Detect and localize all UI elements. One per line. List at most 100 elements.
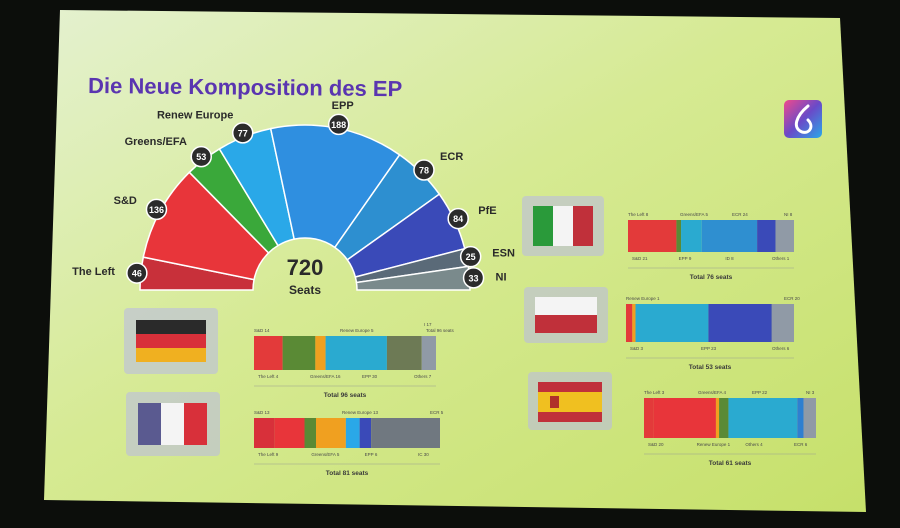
spain-segment-6 bbox=[803, 398, 816, 438]
germany-segment-2 bbox=[315, 336, 326, 370]
france-bottom-label: EPP 6 bbox=[365, 452, 378, 457]
france-segment-2 bbox=[304, 418, 316, 448]
seat-badge-the-left bbox=[126, 262, 148, 284]
italy-flag-icon bbox=[522, 196, 604, 256]
italy-total-label: Total 76 seats bbox=[690, 274, 733, 281]
france-segment-3 bbox=[316, 418, 346, 448]
seat-badge-pfe bbox=[447, 207, 469, 230]
poland-flag-icon bbox=[524, 287, 608, 343]
germany-bottom-label: EPP 30 bbox=[362, 374, 378, 379]
poland-segment-2 bbox=[635, 304, 709, 342]
france-segment-0 bbox=[254, 418, 275, 448]
germany-segment-5 bbox=[421, 336, 436, 370]
seat-badge-greens-efa bbox=[190, 145, 212, 168]
spain-top-label: The Left 3 bbox=[644, 390, 665, 395]
spain-seat-chart: The Left 3 Greens/EFA 4 EPP 22 NI 3 S&D 20 Re… bbox=[644, 390, 816, 467]
germany-segment-0 bbox=[254, 336, 283, 370]
party-label-s-d: S&D bbox=[114, 195, 137, 207]
france-segment-1 bbox=[274, 418, 305, 448]
party-label-greens-efa: Greens/EFA bbox=[125, 136, 187, 148]
france-bottom-label: The Left 9 bbox=[258, 452, 279, 457]
spain-total-label: Total 61 seats bbox=[709, 460, 752, 467]
germany-flag-icon bbox=[124, 308, 218, 374]
seat-count-ecr: 78 bbox=[419, 165, 429, 175]
total-seats-number: 720 bbox=[287, 255, 324, 280]
italy-bottom-label: EPP 9 bbox=[679, 256, 692, 261]
seat-count-s-d: 136 bbox=[149, 205, 164, 215]
spain-top-label: Greens/EFA 4 bbox=[698, 390, 727, 395]
spain-bottom-label: S&D 20 bbox=[648, 442, 664, 447]
france-top-label: ECR 5 bbox=[430, 410, 444, 415]
country-bar-charts: S&D 14 Renew Europe 5 Total 96 seats The Le… bbox=[254, 212, 816, 477]
poland-bottom-label: S&D 3 bbox=[630, 346, 644, 351]
germany-side-label: I 17 bbox=[424, 322, 432, 327]
seat-count-renew-europe: 77 bbox=[238, 128, 248, 138]
party-label-ni: NI bbox=[496, 271, 507, 283]
germany-bottom-label: Others 7 bbox=[414, 374, 432, 379]
seat-count-pfe: 84 bbox=[453, 214, 463, 224]
hemicycle-chart: 46 The Left 136 S&D 53 Greens/EFA 77 Renew Euro… bbox=[72, 100, 515, 291]
germany-seat-chart: S&D 14 Renew Europe 5 Total 96 seats The Le… bbox=[254, 322, 455, 399]
france-segment-5 bbox=[359, 418, 372, 448]
poland-segment-0 bbox=[626, 304, 633, 342]
italy-top-label: NI 8 bbox=[784, 212, 793, 217]
germany-segment-1 bbox=[282, 336, 316, 370]
seat-badge-renew-europe bbox=[231, 122, 254, 144]
party-label-ecr: ECR bbox=[440, 151, 463, 163]
poland-total-label: Total 53 seats bbox=[689, 364, 732, 371]
france-segment-4 bbox=[345, 418, 360, 448]
france-segment-6 bbox=[371, 418, 440, 448]
poland-segment-4 bbox=[771, 304, 794, 342]
poland-seat-chart: Renew Europe 1 ECR 20 S&D 3 EPP 23 Others 6 T… bbox=[626, 296, 800, 371]
poland-top-label: ECR 20 bbox=[784, 296, 800, 301]
italy-segment-1 bbox=[676, 220, 682, 252]
spain-segment-4 bbox=[728, 398, 798, 438]
poland-top-label: Renew Europe 1 bbox=[626, 296, 660, 301]
spain-segment-2 bbox=[715, 398, 720, 438]
italy-top-label: Greens/EFA 5 bbox=[680, 212, 709, 217]
poland-segment-1 bbox=[632, 304, 636, 342]
italy-segment-3 bbox=[701, 220, 758, 252]
seat-badge-s-d bbox=[145, 198, 168, 221]
party-label-esn: ESN bbox=[492, 248, 515, 260]
italy-top-label: The Left 8 bbox=[628, 212, 649, 217]
spain-top-label: NI 3 bbox=[806, 390, 815, 395]
spain-segment-0 bbox=[644, 398, 654, 438]
germany-total-label: Total 96 seats bbox=[324, 392, 367, 399]
italy-seat-chart: The Left 8 Greens/EFA 5 ECR 24 NI 8 S&D 21 EP… bbox=[628, 212, 794, 281]
logo-icon bbox=[784, 100, 822, 138]
party-label-the-left: The Left bbox=[72, 266, 115, 278]
france-flag-icon bbox=[126, 392, 220, 456]
seat-badge-ni bbox=[462, 267, 485, 289]
italy-bottom-label: ID 8 bbox=[725, 256, 734, 261]
seat-badge-epp bbox=[327, 113, 350, 136]
germany-segment-3 bbox=[325, 336, 387, 370]
germany-bottom-label: The Left 4 bbox=[258, 374, 279, 379]
seat-badge-esn bbox=[459, 245, 482, 268]
party-label-pfe: PfE bbox=[478, 205, 496, 217]
spain-top-label: EPP 22 bbox=[752, 390, 768, 395]
seat-count-the-left: 46 bbox=[132, 269, 142, 279]
seat-count-greens-efa: 53 bbox=[196, 152, 206, 162]
spain-segment-3 bbox=[719, 398, 729, 438]
spain-bottom-label: Others 4 bbox=[745, 442, 763, 447]
spain-flag-icon bbox=[528, 372, 612, 430]
germany-top-label: Total 96 seats bbox=[426, 328, 455, 333]
seat-count-esn: 25 bbox=[466, 252, 476, 262]
spain-segment-5 bbox=[797, 398, 804, 438]
germany-top-label: Renew Europe 5 bbox=[340, 328, 374, 333]
italy-top-label: ECR 24 bbox=[732, 212, 748, 217]
poland-segment-3 bbox=[708, 304, 772, 342]
france-top-label: Renew Europe 13 bbox=[342, 410, 379, 415]
italy-segment-5 bbox=[775, 220, 794, 252]
italy-bottom-label: S&D 21 bbox=[632, 256, 648, 261]
poland-bottom-label: Others 6 bbox=[772, 346, 790, 351]
slide-title: Die Neue Komposition des EP bbox=[88, 73, 402, 101]
france-bottom-label: IC 30 bbox=[418, 452, 429, 457]
italy-segment-0 bbox=[628, 220, 677, 252]
france-seat-chart: S&D 13 Renew Europe 13 ECR 5 The Left 9 Gree… bbox=[254, 410, 444, 477]
spain-bottom-label: ECR 6 bbox=[794, 442, 808, 447]
italy-segment-2 bbox=[681, 220, 702, 252]
germany-top-label: S&D 14 bbox=[254, 328, 270, 333]
